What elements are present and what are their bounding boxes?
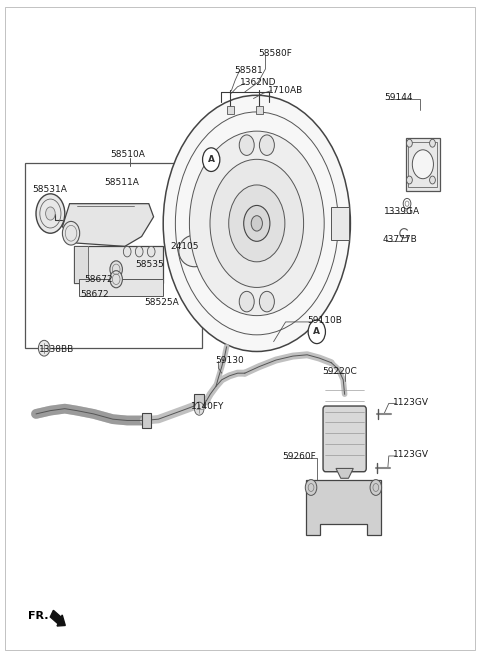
Bar bbox=[406, 138, 440, 191]
Text: 58531A: 58531A bbox=[33, 185, 68, 194]
Text: 1123GV: 1123GV bbox=[393, 450, 429, 459]
Circle shape bbox=[203, 148, 220, 171]
Bar bbox=[408, 142, 437, 187]
Circle shape bbox=[407, 139, 412, 147]
Circle shape bbox=[412, 150, 433, 179]
Bar bbox=[142, 413, 151, 428]
Circle shape bbox=[403, 198, 411, 209]
Circle shape bbox=[110, 261, 122, 278]
Circle shape bbox=[239, 135, 254, 156]
Circle shape bbox=[251, 215, 263, 231]
Circle shape bbox=[259, 135, 275, 156]
Text: 59144: 59144 bbox=[384, 93, 412, 102]
Text: 24105: 24105 bbox=[170, 242, 199, 251]
Circle shape bbox=[259, 291, 275, 312]
Circle shape bbox=[147, 246, 155, 257]
Circle shape bbox=[38, 340, 50, 356]
Text: 58525A: 58525A bbox=[144, 298, 179, 307]
Text: 58672: 58672 bbox=[84, 275, 113, 284]
Circle shape bbox=[370, 480, 382, 495]
Circle shape bbox=[229, 185, 285, 262]
Bar bbox=[331, 207, 349, 240]
Text: 1140FY: 1140FY bbox=[191, 401, 225, 411]
Circle shape bbox=[430, 176, 435, 184]
Circle shape bbox=[210, 160, 304, 288]
Bar bbox=[256, 106, 263, 114]
Circle shape bbox=[244, 206, 270, 241]
Bar bbox=[194, 394, 204, 407]
Text: 59110B: 59110B bbox=[307, 316, 342, 325]
Circle shape bbox=[239, 291, 254, 312]
Circle shape bbox=[135, 246, 143, 257]
Text: 59220C: 59220C bbox=[323, 367, 357, 376]
Bar bbox=[79, 279, 163, 296]
Text: 1710AB: 1710AB bbox=[268, 85, 303, 95]
Text: 58580F: 58580F bbox=[258, 49, 292, 58]
Bar bbox=[74, 246, 163, 283]
Text: A: A bbox=[313, 327, 320, 336]
Circle shape bbox=[110, 271, 122, 288]
Text: FR.: FR. bbox=[28, 611, 48, 622]
Bar bbox=[227, 106, 234, 114]
Circle shape bbox=[194, 402, 204, 415]
FancyArrow shape bbox=[50, 610, 65, 626]
Text: 58581: 58581 bbox=[234, 66, 263, 75]
Polygon shape bbox=[336, 468, 353, 478]
Polygon shape bbox=[306, 480, 381, 535]
Circle shape bbox=[62, 221, 80, 245]
Circle shape bbox=[190, 131, 324, 315]
Text: 1123GV: 1123GV bbox=[393, 397, 429, 407]
Text: 58535: 58535 bbox=[135, 260, 164, 269]
Circle shape bbox=[46, 207, 55, 220]
Circle shape bbox=[308, 320, 325, 344]
Text: A: A bbox=[208, 155, 215, 164]
Text: 59260F: 59260F bbox=[282, 452, 316, 461]
Text: 58511A: 58511A bbox=[105, 178, 140, 187]
Text: 1338BB: 1338BB bbox=[39, 345, 74, 354]
Text: 58672: 58672 bbox=[81, 290, 109, 299]
Bar bbox=[25, 163, 202, 348]
Circle shape bbox=[36, 194, 65, 233]
Circle shape bbox=[407, 176, 412, 184]
Text: 1339GA: 1339GA bbox=[384, 207, 420, 216]
Polygon shape bbox=[62, 204, 154, 246]
Text: 58510A: 58510A bbox=[110, 150, 145, 159]
Circle shape bbox=[430, 139, 435, 147]
Ellipse shape bbox=[179, 235, 210, 267]
Text: 1362ND: 1362ND bbox=[240, 78, 276, 87]
Circle shape bbox=[163, 95, 350, 351]
Text: 43777B: 43777B bbox=[383, 235, 418, 244]
Circle shape bbox=[305, 480, 317, 495]
Text: 59130: 59130 bbox=[215, 355, 244, 365]
Bar bbox=[74, 246, 88, 283]
Circle shape bbox=[123, 246, 131, 257]
FancyBboxPatch shape bbox=[323, 406, 366, 472]
